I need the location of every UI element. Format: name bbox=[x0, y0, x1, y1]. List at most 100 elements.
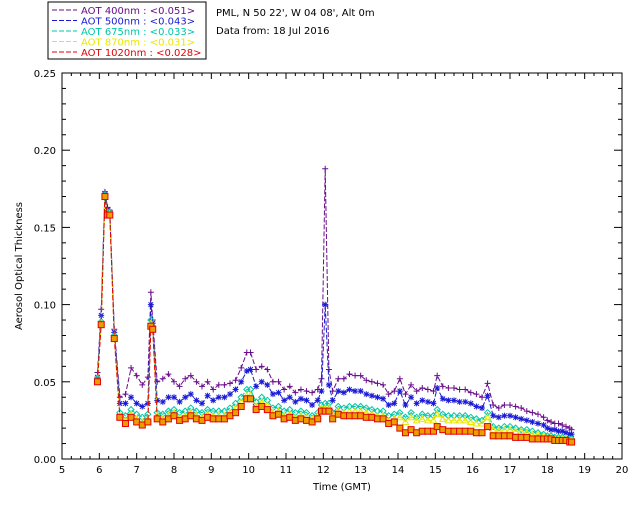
station-info: PML, N 50 22', W 04 08', Alt 0m bbox=[216, 8, 375, 19]
data-point bbox=[297, 386, 304, 393]
data-point bbox=[97, 321, 105, 329]
data-point bbox=[281, 386, 288, 393]
data-point bbox=[175, 408, 184, 417]
legend: AOT 400nm : <0.051>AOT 500nm : <0.043>AO… bbox=[47, 1, 207, 60]
data-point bbox=[335, 375, 342, 382]
data-point bbox=[467, 389, 474, 396]
data-point bbox=[340, 389, 347, 396]
data-point bbox=[568, 431, 575, 438]
data-point bbox=[433, 405, 441, 414]
data-point bbox=[391, 400, 398, 407]
data-point bbox=[253, 366, 260, 373]
data-point bbox=[199, 383, 205, 390]
data-point bbox=[220, 407, 229, 415]
y-tick-label: 0.00 bbox=[34, 455, 56, 466]
data-point bbox=[434, 372, 441, 379]
data-point bbox=[258, 378, 265, 385]
data-point bbox=[181, 407, 189, 415]
data-point bbox=[192, 407, 201, 415]
data-point bbox=[401, 413, 410, 422]
data-point bbox=[438, 414, 447, 422]
data-point bbox=[193, 397, 200, 404]
data-point bbox=[495, 414, 502, 421]
data-point bbox=[221, 381, 228, 388]
data-point bbox=[424, 398, 431, 405]
data-point bbox=[451, 397, 457, 404]
data-point bbox=[147, 289, 154, 296]
data-point bbox=[215, 381, 222, 388]
y-tick-label: 0.10 bbox=[34, 301, 56, 312]
data-point bbox=[461, 412, 469, 420]
x-tick-label: 15 bbox=[429, 465, 442, 476]
data-point bbox=[478, 419, 486, 427]
data-point bbox=[122, 400, 129, 407]
data-point bbox=[548, 418, 555, 425]
y-tick-label: 0.20 bbox=[34, 146, 56, 157]
x-axis-label: Time (GMT) bbox=[312, 482, 371, 493]
data-point bbox=[466, 417, 475, 425]
data-point bbox=[523, 417, 530, 424]
data-point bbox=[139, 381, 146, 388]
data-point bbox=[227, 380, 233, 387]
data-point bbox=[133, 372, 140, 379]
data-point bbox=[275, 389, 282, 396]
data-point bbox=[439, 395, 446, 402]
data-point bbox=[286, 394, 293, 401]
data-point bbox=[373, 407, 382, 415]
data-point bbox=[340, 404, 348, 412]
data-point bbox=[445, 384, 452, 391]
data-point bbox=[303, 388, 310, 395]
data-point bbox=[280, 407, 288, 415]
data-point bbox=[368, 392, 375, 399]
data-point bbox=[402, 401, 409, 408]
date-info: Data from: 18 Jul 2016 bbox=[216, 26, 329, 37]
x-tick-label: 8 bbox=[171, 465, 177, 476]
data-point bbox=[154, 397, 161, 404]
data-point bbox=[473, 403, 480, 410]
data-point bbox=[325, 366, 332, 373]
data-point bbox=[512, 414, 519, 421]
data-point bbox=[243, 367, 250, 374]
data-point bbox=[402, 391, 409, 398]
data-point bbox=[204, 392, 211, 399]
data-point bbox=[187, 404, 195, 412]
data-point bbox=[263, 406, 271, 414]
data-point bbox=[314, 397, 321, 404]
data-point bbox=[408, 394, 415, 401]
data-point bbox=[479, 394, 485, 401]
data-point bbox=[523, 433, 531, 441]
legend-entry: AOT 400nm : <0.051> bbox=[81, 6, 195, 17]
legend-entry: AOT 675nm : <0.033> bbox=[81, 27, 195, 38]
data-point bbox=[548, 426, 555, 433]
data-point bbox=[407, 408, 415, 417]
data-point bbox=[483, 413, 492, 421]
data-point bbox=[264, 381, 271, 388]
x-tick-label: 12 bbox=[317, 465, 330, 476]
data-point bbox=[418, 410, 426, 418]
data-point bbox=[424, 386, 431, 393]
data-point bbox=[322, 165, 329, 172]
data-point bbox=[292, 398, 299, 405]
x-tick-label: 16 bbox=[466, 465, 479, 476]
y-tick-label: 0.25 bbox=[34, 69, 56, 80]
data-point bbox=[204, 378, 211, 385]
data-point bbox=[472, 415, 481, 423]
data-point bbox=[258, 393, 266, 401]
data-point bbox=[274, 402, 283, 411]
data-point bbox=[232, 386, 239, 393]
data-point bbox=[467, 413, 475, 422]
data-point bbox=[379, 415, 387, 423]
data-point bbox=[237, 393, 245, 401]
data-point bbox=[238, 364, 245, 371]
data-point bbox=[291, 408, 300, 417]
data-point bbox=[484, 392, 491, 399]
data-point bbox=[500, 425, 509, 433]
data-point bbox=[237, 403, 245, 411]
series-layer bbox=[93, 165, 576, 446]
data-point bbox=[512, 433, 520, 441]
x-tick-label: 6 bbox=[96, 465, 102, 476]
data-point bbox=[232, 409, 240, 417]
series-line bbox=[97, 193, 572, 435]
data-point bbox=[391, 388, 398, 395]
